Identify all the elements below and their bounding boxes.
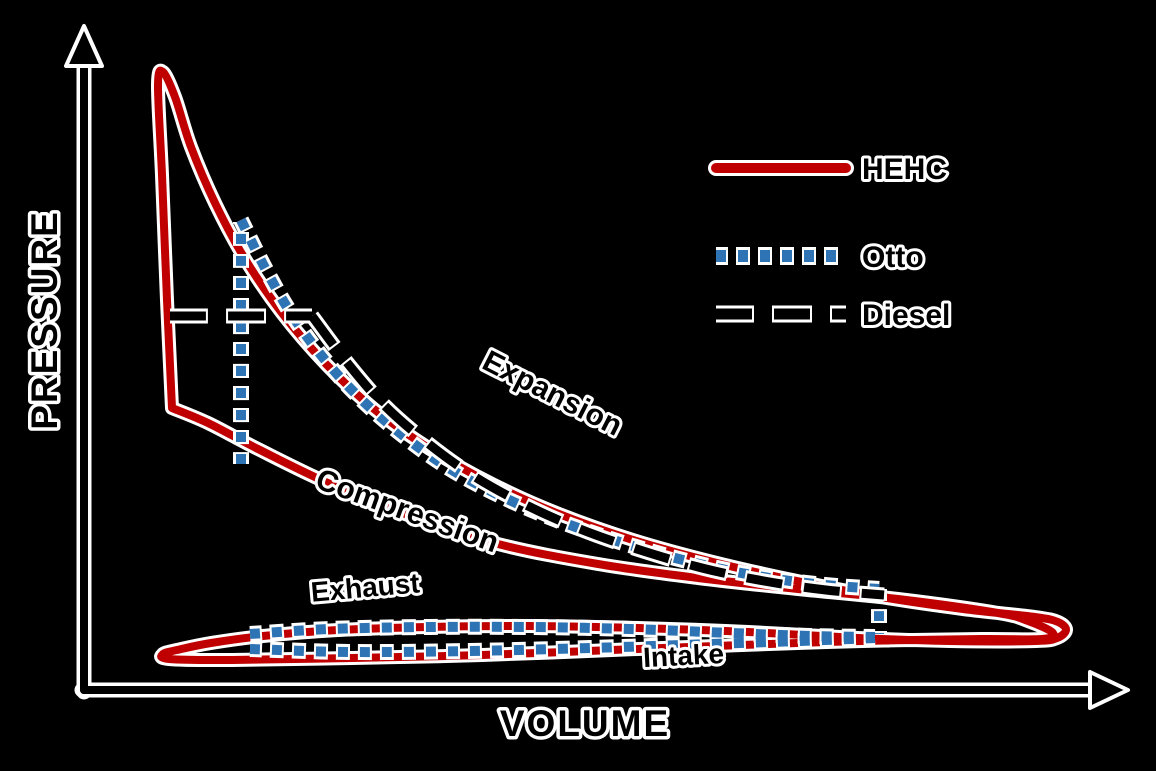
legend-item-hehc: HEHC [708,150,950,189]
legend-label-hehc: HEHC [862,153,947,186]
x-axis-arrow-icon [1088,670,1130,710]
annotation-exhaust: Exhaust [310,567,421,607]
otto-curve-casing [249,618,876,645]
axes [64,24,1130,710]
legend-label-otto: Otto [862,241,924,274]
annotation-expansion: Expansion [477,344,627,442]
curves-layer [150,63,1073,668]
legend-item-diesel: Diesel [716,296,953,335]
otto-curve [249,633,876,658]
legend-item-otto: Otto [716,238,927,277]
diesel-curve-casing [305,311,885,603]
legend-label-diesel: Diesel [862,299,950,332]
diesel-curve [308,313,885,600]
legend: HEHC Otto Diesel [708,150,953,335]
y-axis-label: PRESSURE [24,210,65,430]
x-axis-label: VOLUME [500,703,670,744]
y-axis-arrow-icon [64,24,104,68]
annotation-intake: Intake [642,638,724,673]
